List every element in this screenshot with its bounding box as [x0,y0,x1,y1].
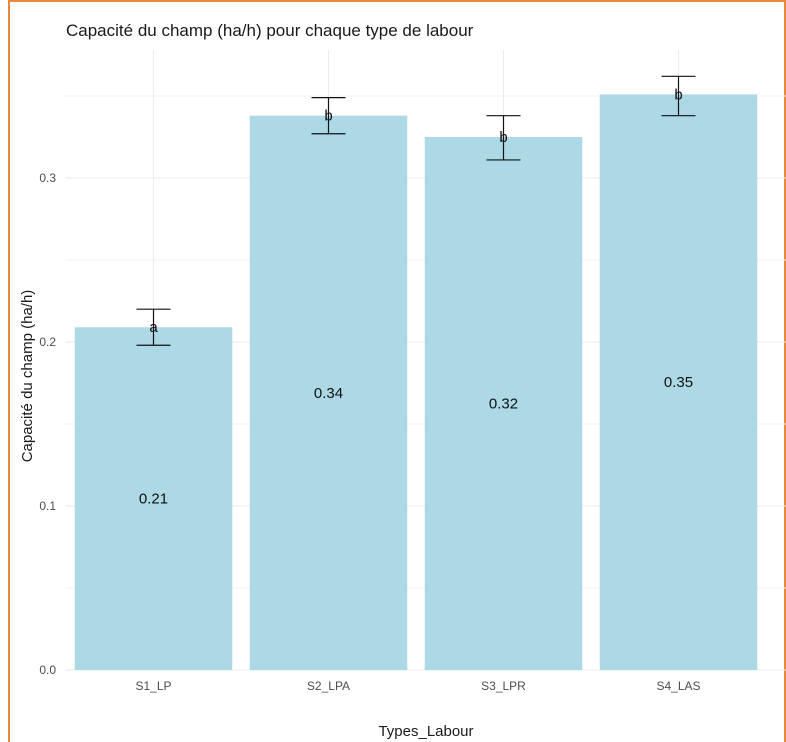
y-tick-label: 0.2 [39,335,56,349]
significance-letter: b [324,108,332,125]
y-axis-title: Capacité du champ (ha/h) [19,290,36,463]
x-axis-ticks: S1_LP S2_LPA S3_LPR S4_LAS [135,679,700,693]
x-tick-label: S1_LP [135,679,171,693]
bar-s3_lpr [424,137,583,670]
bar-s4_las [599,94,758,671]
bar-s2_lpa [249,115,408,671]
bar-s1_lp [74,327,233,670]
significance-letter: b [499,129,507,146]
bar-value-label: 0.32 [489,396,518,413]
value-labels-group: a 0.21 b 0.34 b 0.32 b 0.35 [139,86,693,507]
x-tick-label: S2_LPA [307,679,350,693]
bars-group [74,94,758,671]
significance-letter: a [149,319,158,336]
y-tick-label: 0.1 [39,499,56,513]
x-tick-label: S4_LAS [656,679,700,693]
y-tick-label: 0.0 [39,663,56,677]
bar-value-label: 0.21 [139,491,168,508]
significance-letter: b [674,86,682,103]
error-bars-group [136,75,696,346]
bar-value-label: 0.35 [664,374,693,391]
chart-frame [8,0,786,742]
x-axis-title: Types_Labour [378,723,473,740]
chart-title: Capacité du champ (ha/h) pour chaque typ… [66,21,474,40]
y-tick-label: 0.3 [39,171,56,185]
y-axis-ticks: 0.0 0.1 0.2 0.3 [39,171,56,677]
bar-value-label: 0.34 [314,385,343,402]
x-tick-label: S3_LPR [481,679,526,693]
